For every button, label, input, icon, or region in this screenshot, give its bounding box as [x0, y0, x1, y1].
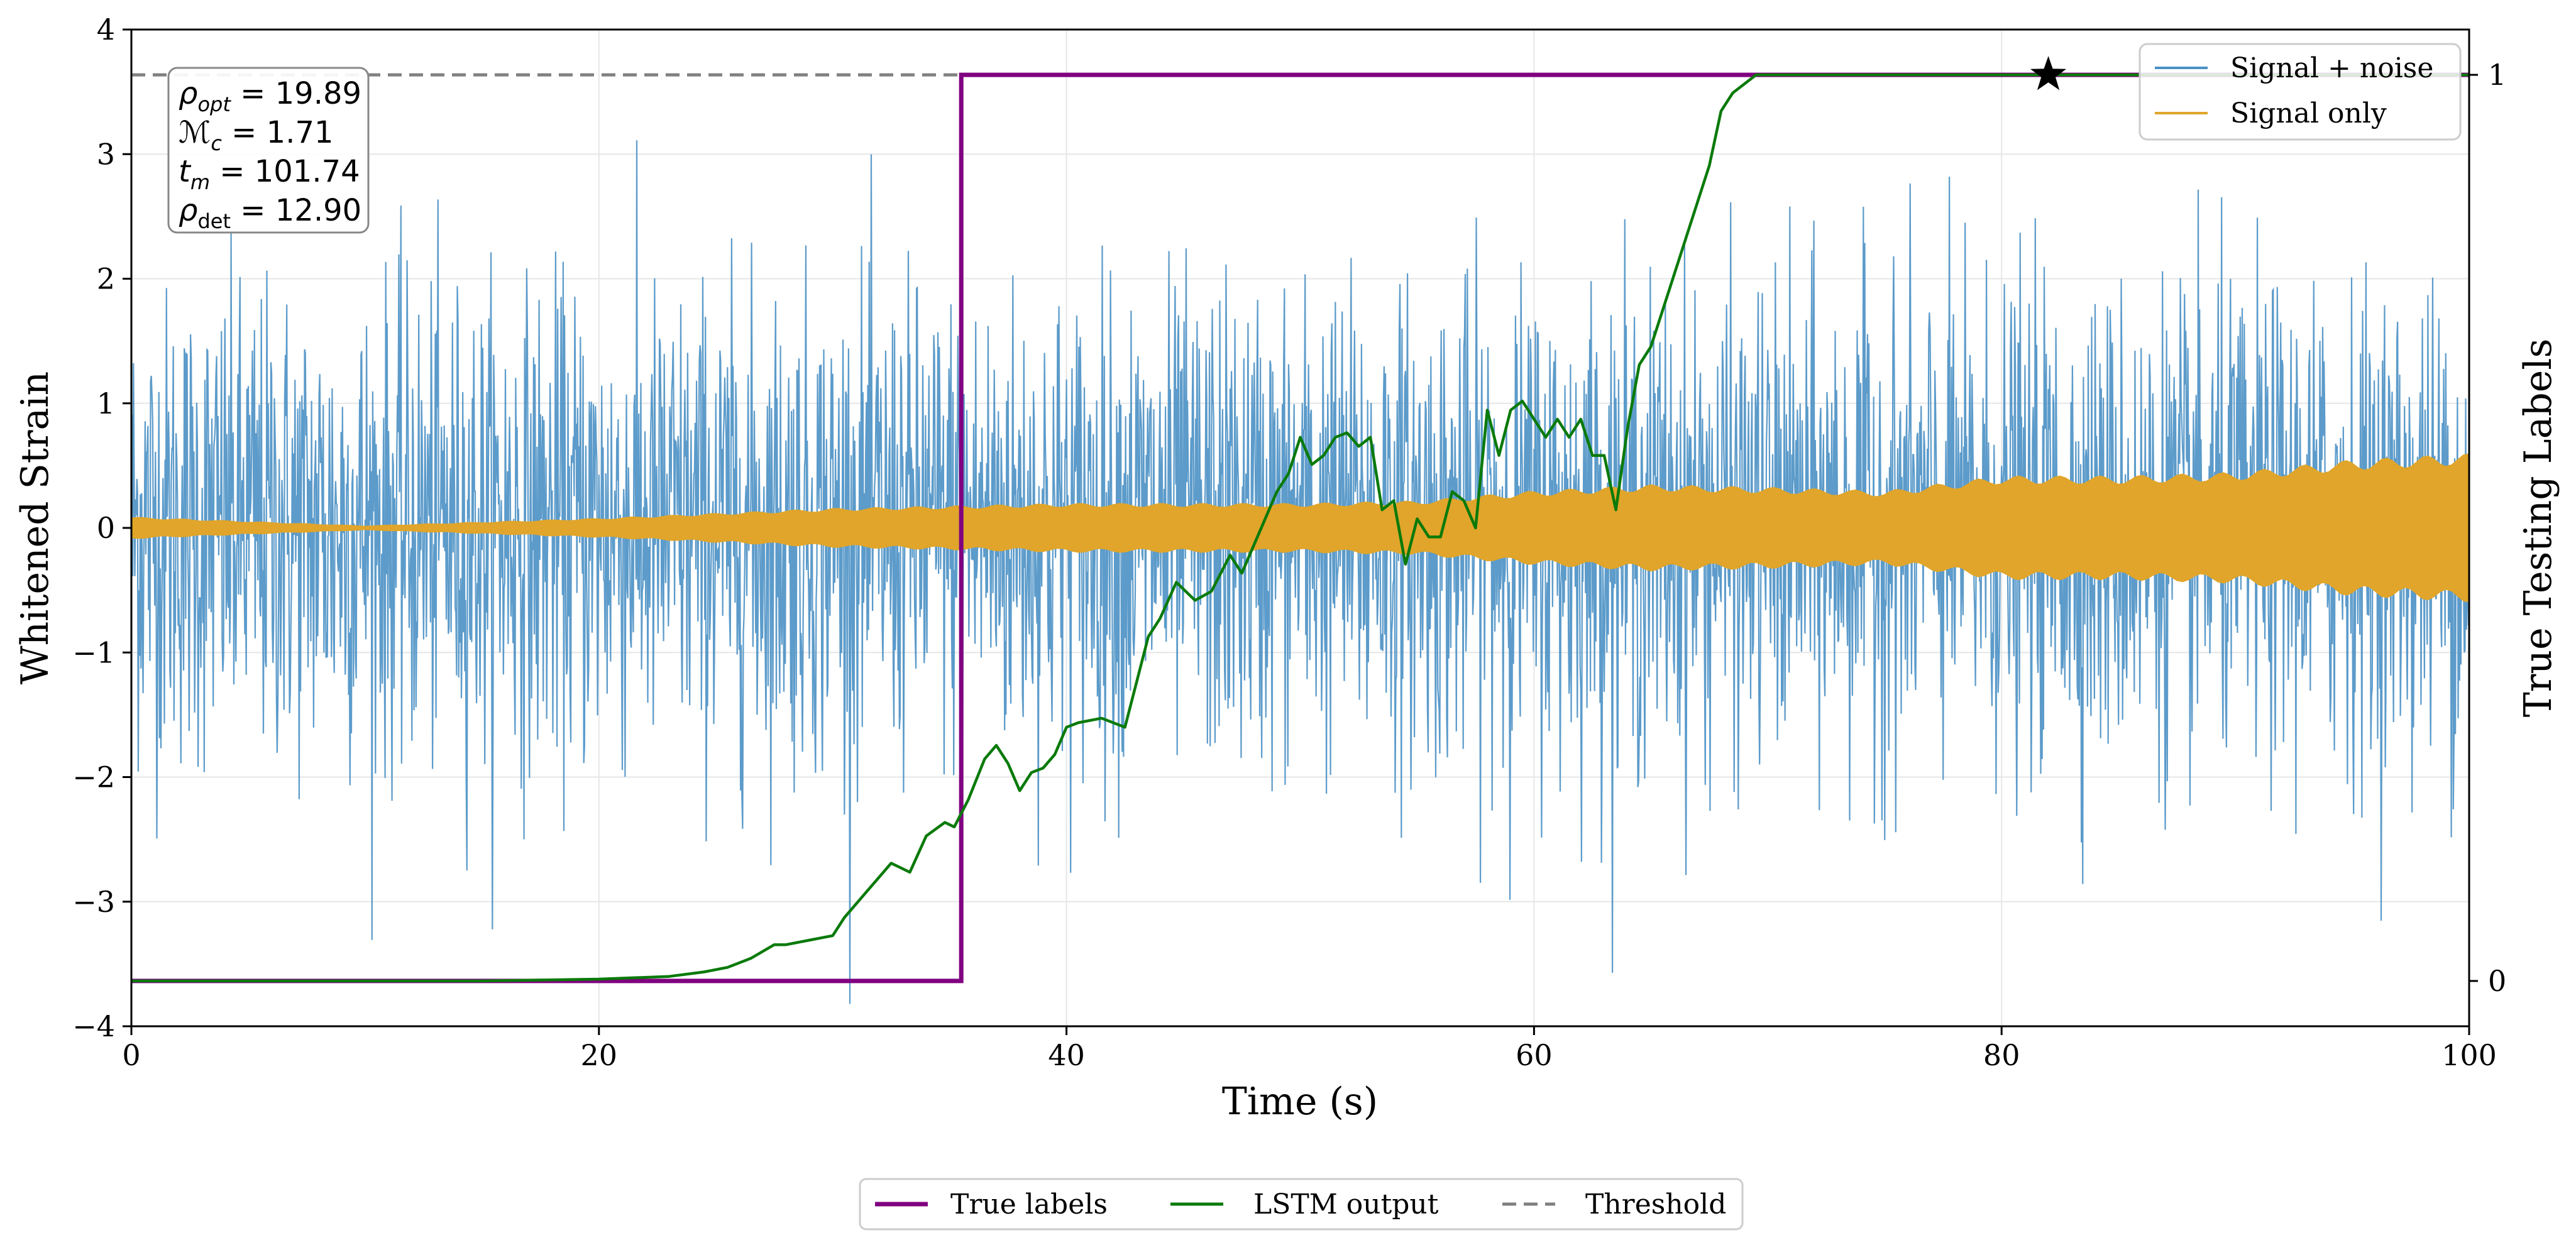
x-axis-ticks: 0 20 40 60 80 100 [122, 1026, 2497, 1072]
legend-lower: True labels LSTM output Threshold [859, 1178, 1744, 1231]
legend-upper: Signal + noise Signal only [2138, 43, 2462, 141]
x-tick-label: 20 [581, 1038, 618, 1072]
legend-label-lstm-output: LSTM output [1253, 1188, 1439, 1220]
x-tick-label: 40 [1048, 1038, 1085, 1072]
y-tick-label: −4 [72, 1009, 115, 1043]
y-tick-label: −1 [72, 635, 115, 669]
annotation-rho-opt: ρopt = 19.89 [179, 76, 361, 116]
y-tick-label: 1 [97, 387, 115, 420]
series-lstm-output [131, 73, 2469, 983]
annotation-chirp-mass: ℳc = 1.71 [179, 115, 334, 155]
x-tick-label: 80 [1983, 1038, 2020, 1072]
y-right-tick-label: 0 [2488, 964, 2506, 998]
x-axis-label: Time (s) [1222, 1080, 1378, 1124]
y-right-axis-label: True Testing Labels [2516, 339, 2560, 718]
y-tick-label: 2 [97, 262, 115, 296]
y-tick-label: −3 [72, 885, 115, 919]
y-tick-label: 0 [97, 511, 115, 545]
annotation-rho-det: ρdet = 12.90 [179, 193, 361, 233]
legend-label-signal-only: Signal only [2230, 97, 2387, 129]
x-tick-label: 60 [1516, 1038, 1553, 1072]
y-tick-label: −2 [72, 760, 115, 794]
series-signal-only [131, 453, 2469, 603]
y-tick-label: 4 [97, 13, 115, 47]
y-tick-label: 3 [97, 137, 115, 171]
annotation-merger-time: tm = 101.74 [179, 154, 360, 194]
series-signal-plus-noise [131, 140, 2469, 1004]
detection-star-marker [2030, 56, 2067, 90]
y-right-axis-ticks: 01 [2469, 58, 2506, 998]
x-tick-label: 0 [122, 1038, 140, 1072]
legend-label-threshold: Threshold [1585, 1188, 1726, 1220]
legend-label-true-labels: True labels [950, 1188, 1108, 1220]
y-axis-ticks: −4 −3 −2 −1 0 1 2 3 4 [72, 13, 131, 1043]
y-right-tick-label: 1 [2488, 58, 2506, 92]
y-axis-label: Whitened Strain [13, 371, 57, 684]
x-tick-label: 100 [2441, 1038, 2497, 1072]
legend-label-signal-plus-noise: Signal + noise [2230, 52, 2433, 84]
